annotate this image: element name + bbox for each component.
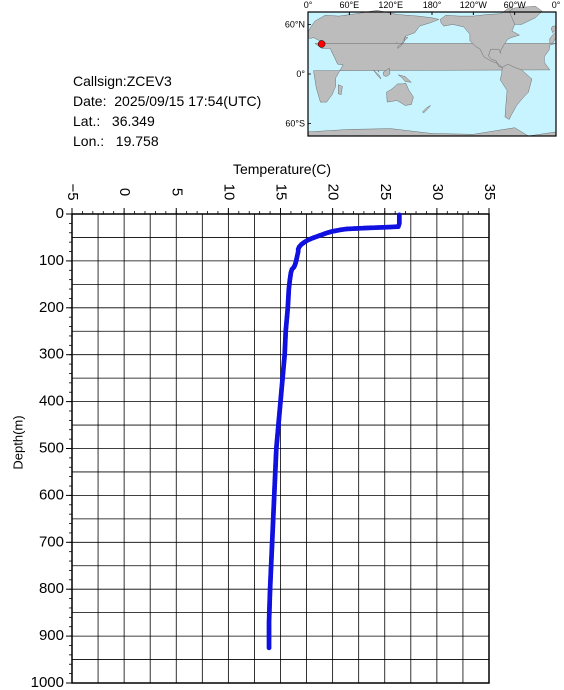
y-tick-label: 0 — [56, 205, 64, 222]
y-tick-label: 200 — [39, 299, 64, 316]
chart-ticks: −5 0 5 10 15 20 25 30 35010020030040050060070080… — [31, 183, 498, 690]
x-tick-label: −5 — [64, 183, 81, 200]
x-axis-title: Temperature(C) — [232, 161, 332, 177]
y-tick-label: 800 — [39, 580, 64, 597]
x-tick-label: 15 — [273, 184, 290, 201]
x-tick-label: 10 — [220, 184, 237, 201]
y-tick-label: 300 — [39, 346, 64, 363]
y-tick-label: 600 — [39, 486, 64, 503]
y-tick-label: 1000 — [31, 674, 64, 690]
y-axis-title: Depth(m) — [10, 415, 26, 470]
data-point — [266, 645, 272, 651]
y-tick-label: 700 — [39, 533, 64, 550]
latitude-text: Lat.: 36.349 — [73, 113, 155, 129]
x-tick-label: 0 — [116, 188, 133, 196]
date-text: Date: 2025/09/15 17:54(UTC) — [73, 93, 262, 109]
profile-series — [266, 212, 402, 651]
y-tick-label: 100 — [39, 252, 64, 269]
x-tick-label: 35 — [481, 184, 498, 201]
y-tick-label: 500 — [39, 439, 64, 456]
x-tick-label: 25 — [377, 184, 394, 201]
y-tick-label: 900 — [39, 627, 64, 644]
x-tick-label: 30 — [429, 184, 446, 201]
station-info: Callsign:ZCEV3 Date: 2025/09/15 17:54(UT… — [73, 71, 261, 151]
longitude-text: Lon.: 19.758 — [73, 133, 159, 149]
chart-grid — [71, 213, 490, 684]
x-tick-label: 5 — [168, 188, 185, 196]
callsign-text: Callsign:ZCEV3 — [73, 73, 172, 89]
y-tick-label: 400 — [39, 393, 64, 410]
x-tick-label: 20 — [325, 184, 342, 201]
